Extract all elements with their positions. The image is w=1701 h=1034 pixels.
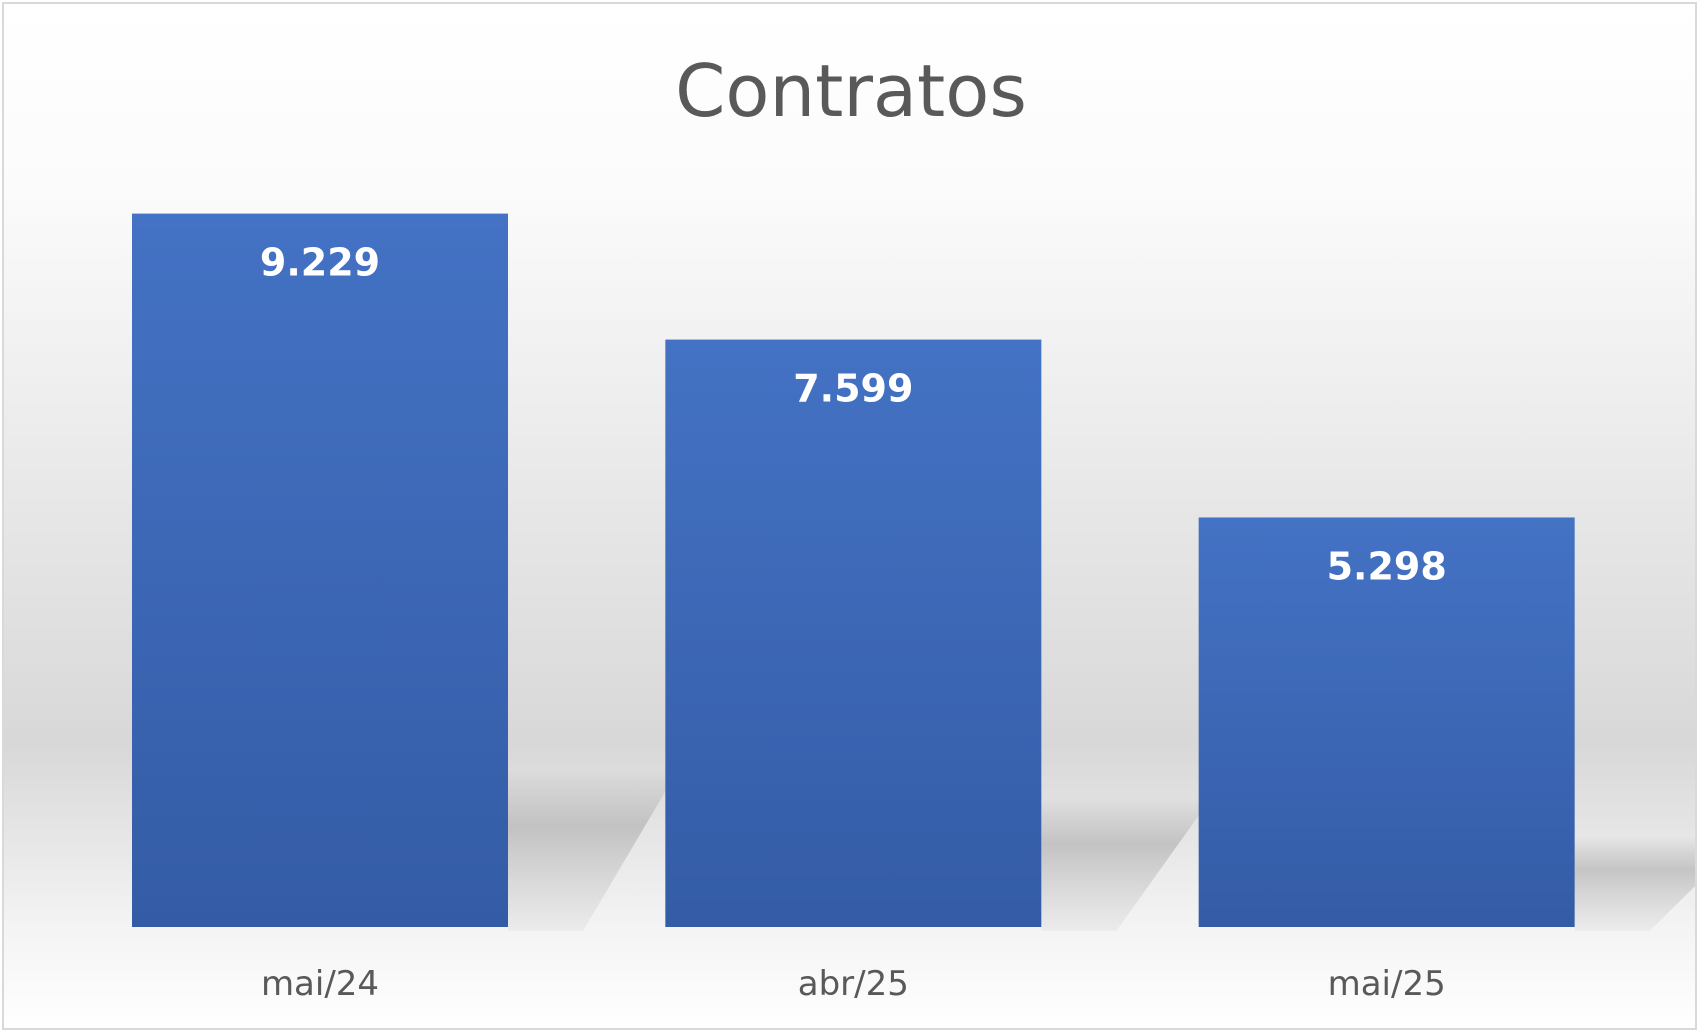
bar-shadow xyxy=(1041,797,1212,931)
chart-title: Contratos xyxy=(675,49,1027,133)
bar-shadow xyxy=(508,770,678,931)
category-label: abr/25 xyxy=(798,964,909,1004)
bar-abr-25[interactable] xyxy=(665,339,1042,927)
bars xyxy=(132,213,1575,928)
data-label: 5.298 xyxy=(1327,544,1447,588)
bar-shadow xyxy=(1574,836,1695,931)
category-label: mai/24 xyxy=(261,964,379,1004)
data-label: 9.229 xyxy=(260,241,380,285)
bar-mai-24[interactable] xyxy=(132,213,508,928)
category-label: mai/25 xyxy=(1328,964,1446,1004)
category-axis-labels: mai/24 abr/25 mai/25 xyxy=(261,964,1446,1004)
data-labels: 9.229 7.599 5.298 xyxy=(260,241,1447,589)
data-label: 7.599 xyxy=(793,367,913,411)
bar-shadows xyxy=(508,770,1695,931)
bar-mai-25[interactable] xyxy=(1198,517,1575,927)
